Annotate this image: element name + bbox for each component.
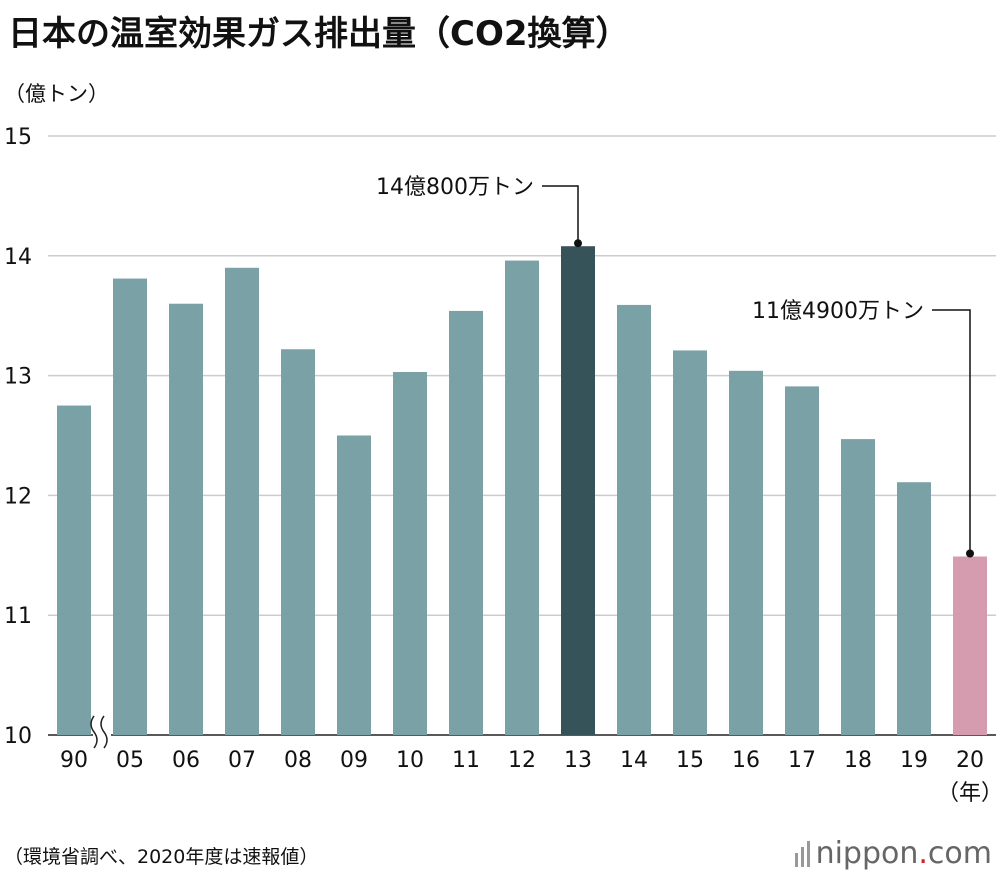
brand-dot: . — [918, 836, 928, 871]
bar — [841, 439, 875, 735]
bar — [281, 349, 315, 735]
x-tick-label: 07 — [228, 748, 256, 773]
bar — [169, 303, 203, 735]
bar — [897, 482, 931, 735]
annotation-dot — [574, 239, 582, 248]
bar — [113, 278, 147, 735]
chart-title: 日本の温室効果ガス排出量（CO2換算） — [8, 14, 630, 54]
annotation-label: 14億800万トン — [376, 175, 534, 200]
bar — [449, 310, 483, 735]
bar — [673, 350, 707, 735]
bar — [505, 260, 539, 735]
annotation-label: 11億4900万トン — [752, 299, 924, 324]
x-tick-label: 17 — [788, 748, 816, 773]
x-tick-label: 11 — [452, 748, 480, 773]
bar — [393, 372, 427, 735]
annotation-leader — [932, 309, 971, 554]
y-tick-label: 13 — [4, 365, 32, 390]
x-tick-label: 06 — [172, 748, 200, 773]
x-tick-label: 09 — [340, 748, 368, 773]
bar — [561, 246, 595, 735]
y-axis-unit-label: （億トン） — [4, 82, 109, 106]
axis-break-icon — [90, 715, 98, 749]
x-axis-unit-label: （年） — [937, 781, 1000, 806]
source-note: （環境省調べ、2020年度は速報値） — [4, 846, 319, 868]
bar — [953, 556, 987, 735]
x-tick-label: 10 — [396, 748, 424, 773]
x-tick-label: 08 — [284, 748, 312, 773]
y-tick-label: 15 — [4, 125, 32, 150]
bar — [785, 386, 819, 735]
brand-tld: com — [927, 836, 992, 871]
bar — [617, 304, 651, 735]
brand-logo: nippon. com — [794, 836, 992, 871]
y-tick-label: 12 — [4, 484, 32, 509]
bar — [225, 267, 259, 735]
annotation-dot — [966, 549, 974, 558]
x-tick-label: 20 — [956, 748, 984, 773]
bar — [57, 405, 91, 735]
y-tick-label: 10 — [4, 724, 32, 749]
x-tick-label: 18 — [844, 748, 872, 773]
x-tick-label: 14 — [620, 748, 648, 773]
x-tick-label: 12 — [508, 748, 536, 773]
x-tick-label: 15 — [676, 748, 704, 773]
brand-name: nippon — [815, 836, 919, 871]
brand-mark-icon — [794, 840, 810, 867]
annotation-leader — [542, 185, 579, 244]
axis-break-icon — [100, 715, 108, 749]
x-tick-label: 13 — [564, 748, 592, 773]
y-tick-label: 14 — [4, 245, 32, 270]
bar — [729, 370, 763, 735]
x-tick-label: 90 — [60, 748, 88, 773]
x-tick-label: 19 — [900, 748, 928, 773]
y-tick-label: 11 — [4, 604, 32, 629]
x-tick-label: 05 — [116, 748, 144, 773]
x-tick-label: 16 — [732, 748, 760, 773]
bar — [337, 435, 371, 735]
